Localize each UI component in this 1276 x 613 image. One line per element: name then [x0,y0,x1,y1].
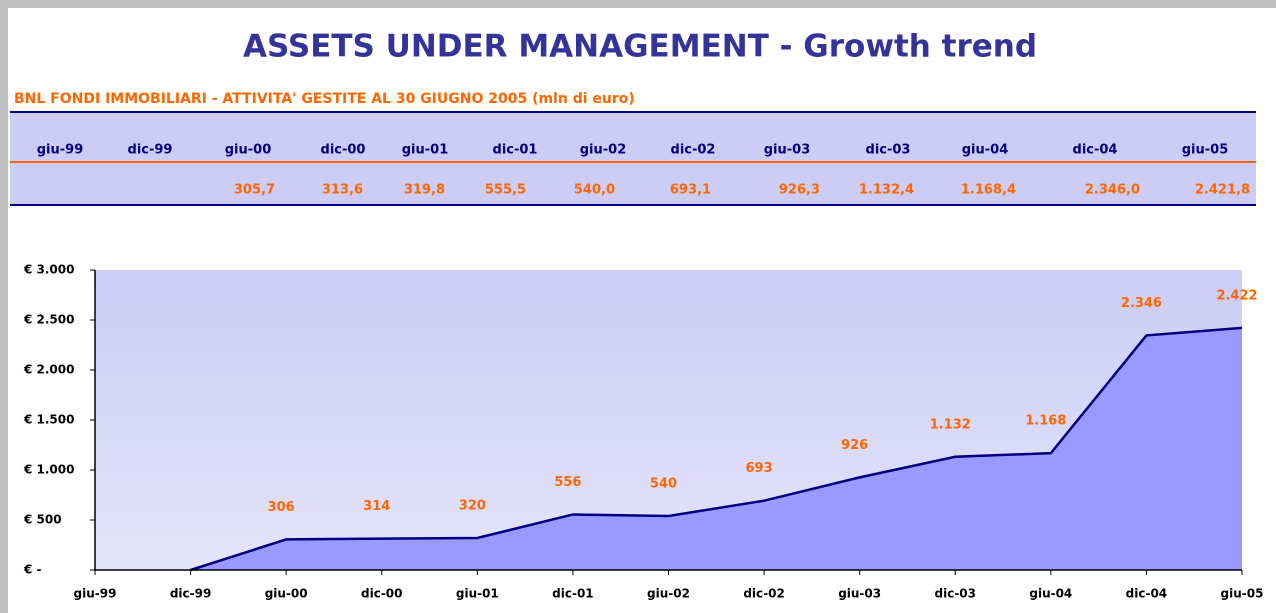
area-line [190,326,1243,572]
x-tick-label: dic-00 [361,587,403,601]
y-tick-label: € 2.500 [23,313,74,327]
x-tick-label: giu-03 [838,587,881,601]
title: ASSETS UNDER MANAGEMENT - Growth trend [243,29,1037,65]
table-header: giu-02 [580,143,627,158]
table-header: giu-01 [402,143,449,158]
frame-left [0,0,8,613]
table-value: 2.421,8 [1195,183,1250,198]
data-label: 306 [268,500,295,515]
y-tick-label: € - [23,563,42,577]
table-value: 2.346,0 [1085,183,1140,198]
data-label: 314 [363,499,390,514]
data-label: 693 [746,461,773,476]
data-label: 1.168 [1025,414,1066,429]
x-tick-label: giu-05 [1221,587,1264,601]
table-header: giu-03 [764,143,811,158]
table-value: 319,8 [404,183,445,198]
subtitle: BNL FONDI IMMOBILIARI - ATTIVITA' GESTIT… [14,91,635,107]
data-label: 320 [459,499,486,514]
x-tick-label: dic-02 [743,587,785,601]
table-value: 1.132,4 [859,183,914,198]
area [190,327,1242,570]
table-header: dic-02 [671,143,716,158]
x-tick-label: giu-99 [74,587,117,601]
y-tick-label: € 1.000 [23,463,74,477]
frame-top [0,0,1276,8]
table-value: 555,5 [485,183,526,198]
table-value: 693,1 [670,183,711,198]
data-label: 2.346 [1121,296,1162,311]
x-tick-label: giu-00 [265,587,308,601]
table-header: giu-05 [1182,143,1229,158]
data-label: 540 [650,477,677,492]
x-tick-label: giu-02 [647,587,690,601]
data-label: 1.132 [930,417,971,432]
data-label: 2.422 [1216,288,1257,303]
x-tick-label: dic-99 [170,587,212,601]
table-value: 313,6 [322,183,363,198]
y-tick-label: € 1.500 [23,413,74,427]
x-tick-label: giu-04 [1029,587,1072,601]
table-header: giu-99 [37,143,84,158]
data-label: 556 [554,475,581,490]
x-tick-label: giu-01 [456,587,499,601]
table-value: 926,3 [779,183,820,198]
y-tick-label: € 500 [23,513,62,527]
table-header: dic-00 [321,143,366,158]
x-tick-label: dic-04 [1126,587,1168,601]
table-header: dic-01 [493,143,538,158]
table-header: dic-04 [1073,143,1118,158]
table-value: 540,0 [574,183,615,198]
table-header: dic-03 [866,143,911,158]
table-band [10,113,1256,205]
y-tick-label: € 2.000 [23,363,74,377]
table-header: giu-04 [962,143,1009,158]
data-label: 926 [841,438,868,453]
table-header: dic-99 [128,143,173,158]
table-value: 1.168,4 [961,183,1016,198]
table-value: 305,7 [234,183,275,198]
x-tick-label: dic-01 [552,587,594,601]
y-tick-label: € 3.000 [23,263,74,277]
table-header: giu-00 [225,143,272,158]
x-tick-label: dic-03 [935,587,977,601]
